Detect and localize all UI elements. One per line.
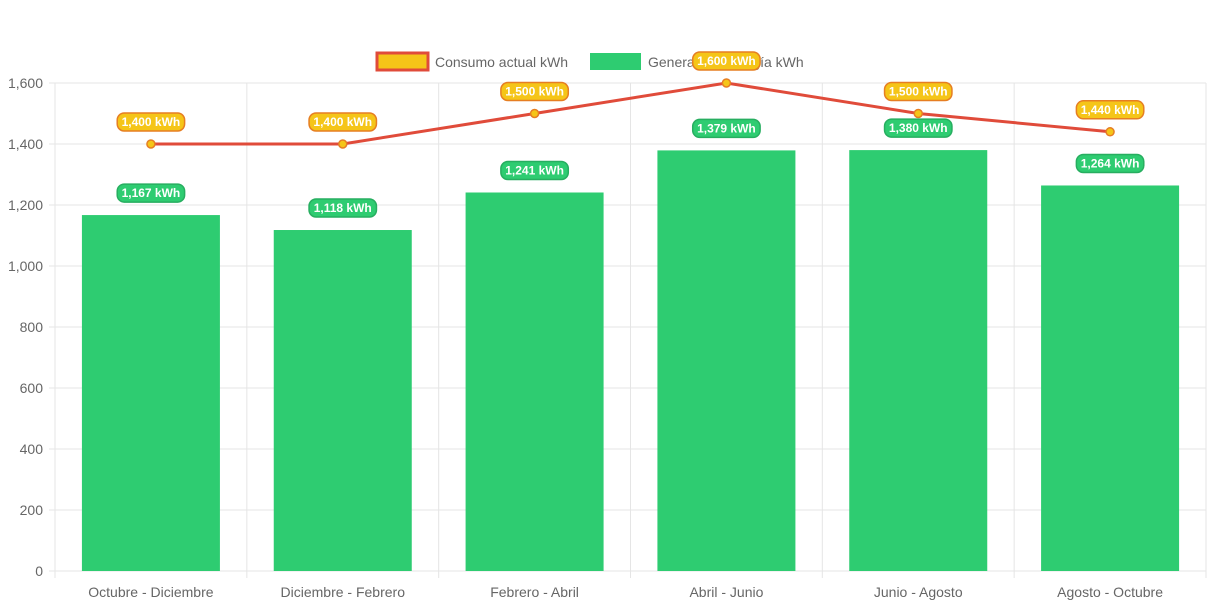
x-tick-label: Diciembre - Febrero — [281, 584, 406, 600]
line-value-label: 1,600 kWh — [691, 51, 761, 71]
line-value-label: 1,400 kWh — [116, 112, 186, 132]
y-tick-label: 400 — [20, 441, 44, 457]
y-tick-label: 600 — [20, 380, 44, 396]
point-consumo[interactable] — [1105, 127, 1115, 137]
legend-swatch-generacion — [590, 53, 641, 70]
line-series — [146, 78, 1115, 149]
bar-value-label-bg — [1075, 153, 1145, 174]
bar-generacion[interactable] — [849, 150, 988, 571]
line-value-label-bg — [1075, 100, 1145, 120]
bar-generacion[interactable] — [657, 150, 796, 571]
line-value-label-text: 1,440 kWh — [1081, 103, 1140, 117]
point-consumo[interactable] — [913, 108, 923, 119]
point-consumo[interactable] — [529, 108, 540, 119]
line-value-label-bg — [500, 81, 570, 102]
bar-generacion[interactable] — [465, 192, 604, 571]
bar-value-label-bg — [116, 183, 186, 203]
data-labels-top: 1,400 kWh 1,400 kWh 1,500 kWh 1,600 kWh 1,50… — [116, 51, 1145, 132]
y-tick-label: 200 — [20, 502, 44, 518]
line-value-label: 1,440 kWh — [1075, 100, 1145, 120]
bar-value-label-text: 1,264 kWh — [1081, 156, 1140, 170]
bar-value-label-text: 1,118 kWh — [314, 201, 372, 215]
line-value-label-bg — [308, 112, 378, 132]
bar-value-label: 1,264 kWh — [1075, 153, 1145, 174]
grid-layer — [49, 82, 1207, 578]
line-value-label: 1,500 kWh — [500, 81, 570, 102]
line-value-label-text: 1,400 kWh — [313, 115, 372, 129]
y-tick-label: 1,000 — [8, 258, 43, 274]
y-tick-label: 0 — [35, 563, 43, 579]
bar-value-label-text: 1,167 kWh — [122, 186, 181, 200]
legend-item-consumo[interactable]: Consumo actual kWh — [375, 51, 568, 72]
y-tick-label: 800 — [20, 319, 44, 335]
point-consumo[interactable] — [338, 139, 348, 149]
bar-value-label-text: 1,379 kWh — [697, 121, 756, 135]
line-value-label-text: 1,600 kWh — [697, 54, 756, 68]
y-tick-label: 1,600 — [8, 75, 43, 91]
line-value-label-text: 1,500 kWh — [889, 85, 948, 99]
line-value-label-bg — [116, 112, 186, 132]
bar-value-label-bg — [500, 160, 570, 181]
legend-label-consumo: Consumo actual kWh — [435, 54, 568, 70]
legend[interactable]: Consumo actual kWh Generación energía kW… — [375, 51, 804, 72]
bar-value-label: 1,379 kWh — [691, 118, 761, 139]
bar-value-label-text: 1,241 kWh — [505, 163, 564, 177]
bar-value-label-bg — [308, 198, 378, 218]
bar-generacion[interactable] — [273, 230, 412, 571]
bar-value-label: 1,167 kWh — [116, 183, 186, 203]
bar-value-label: 1,380 kWh — [883, 118, 953, 138]
point-consumo[interactable] — [146, 139, 156, 149]
line-value-label-bg — [883, 81, 953, 102]
legend-swatch-consumo — [375, 51, 430, 72]
line-value-label: 1,400 kWh — [308, 112, 378, 132]
bar-value-label: 1,241 kWh — [500, 160, 570, 181]
x-tick-label: Febrero - Abril — [490, 584, 579, 600]
bar-generacion[interactable] — [1041, 185, 1180, 572]
line-value-label-text: 1,500 kWh — [505, 85, 564, 99]
line-value-label-text: 1,400 kWh — [122, 115, 181, 129]
line-value-label: 1,500 kWh — [883, 81, 953, 102]
y-tick-label: 1,400 — [8, 136, 43, 152]
bar-value-label-text: 1,380 kWh — [889, 121, 948, 135]
data-labels: 1,167 kWh 1,118 kWh 1,241 kWh 1,379 kWh 1,38… — [116, 118, 1145, 218]
bar-value-label-bg — [691, 118, 761, 139]
bar-generacion[interactable] — [81, 215, 220, 571]
x-tick-label: Abril - Junio — [689, 584, 763, 600]
x-tick-label: Octubre - Diciembre — [88, 584, 213, 600]
line-value-label-bg — [691, 51, 761, 71]
x-tick-label: Agosto - Octubre — [1057, 584, 1163, 600]
legend-item-generacion[interactable]: Generación energía kWh — [590, 53, 804, 70]
x-tick-label: Junio - Agosto — [874, 584, 963, 600]
axis-layer: 0 200 400 600 800 1,000 1,200 1,400 1,600 Octubre… — [8, 75, 1163, 600]
bar-series — [81, 150, 1180, 572]
line-consumo — [150, 81, 1111, 146]
bar-value-label: 1,118 kWh — [308, 198, 378, 218]
y-tick-label: 1,200 — [8, 197, 43, 213]
bar-value-label-bg — [883, 118, 953, 138]
point-consumo[interactable] — [721, 78, 732, 88]
